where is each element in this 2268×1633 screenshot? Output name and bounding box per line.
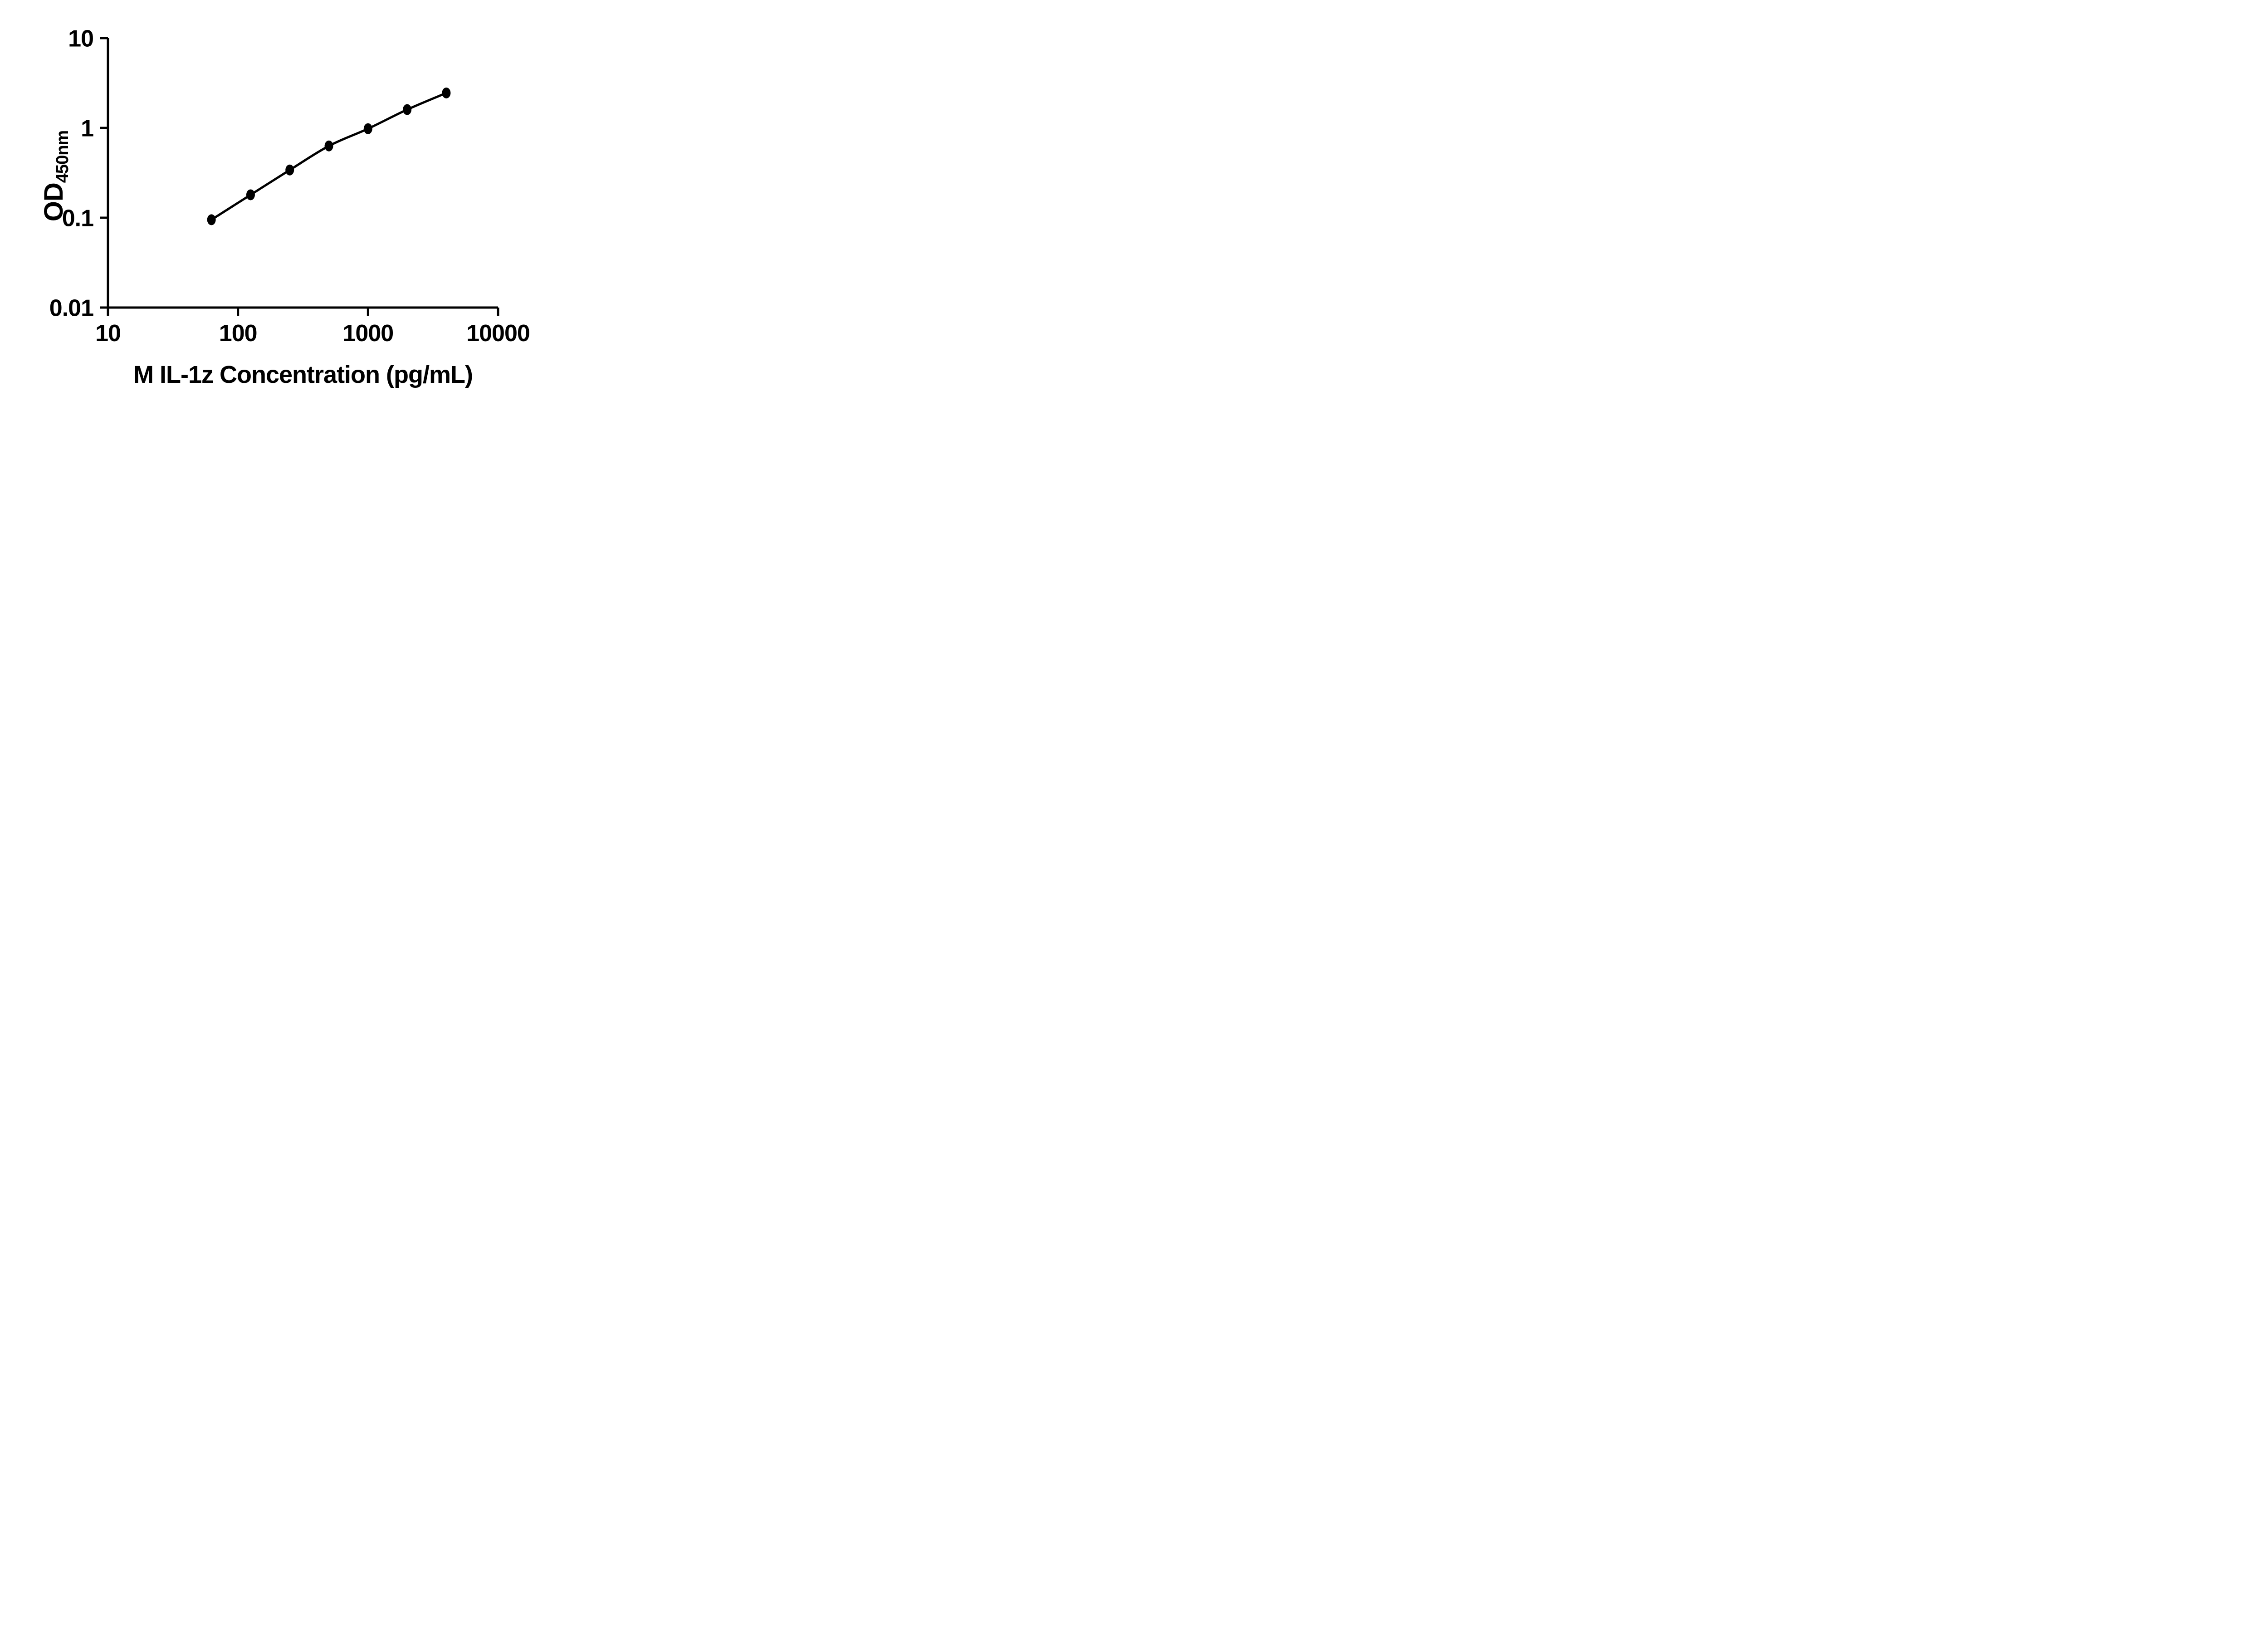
y-axis-ticks xyxy=(100,37,108,309)
y-tick-label-0.1: 0.1 xyxy=(62,205,93,232)
data-point-3 xyxy=(285,164,294,176)
x-axis-tick-labels: 10 100 1000 10000 xyxy=(95,320,530,347)
x-tick-label-10: 10 xyxy=(95,320,121,347)
data-point-5 xyxy=(363,123,372,134)
y-axis-title-main: OD xyxy=(39,183,68,221)
data-point-1 xyxy=(207,214,216,225)
data-point-6 xyxy=(403,104,412,115)
x-tick-label-100: 100 xyxy=(219,320,257,347)
x-tick-label-1000: 1000 xyxy=(342,320,393,347)
data-point-4 xyxy=(324,140,333,152)
data-point-2 xyxy=(246,189,255,200)
y-axis-tick-labels: 10 1 0.1 0.01 xyxy=(49,26,94,322)
y-axis-title-subscript: 450nm xyxy=(53,131,72,183)
standard-curve-line xyxy=(210,92,448,221)
x-axis-ticks xyxy=(107,308,499,316)
y-tick-label-10: 10 xyxy=(68,26,93,52)
data-point-7 xyxy=(442,87,451,98)
plot-area: 10 1 0.1 0.01 10 100 1000 10000 M IL-1z Concen… xyxy=(39,26,530,388)
chart-container: 10 1 0.1 0.01 10 100 1000 10000 M IL-1z Concen… xyxy=(0,0,583,408)
y-tick-label-1: 1 xyxy=(81,116,93,142)
x-tick-label-10000: 10000 xyxy=(466,320,530,347)
y-axis-title: OD450nm xyxy=(39,131,72,221)
data-points xyxy=(207,87,451,225)
elisa-standard-curve-chart: 10 1 0.1 0.01 10 100 1000 10000 M IL-1z Concen… xyxy=(39,26,530,388)
y-tick-label-0.01: 0.01 xyxy=(49,295,93,322)
x-axis-title: M IL-1z Concentration (pg/mL) xyxy=(133,361,473,388)
